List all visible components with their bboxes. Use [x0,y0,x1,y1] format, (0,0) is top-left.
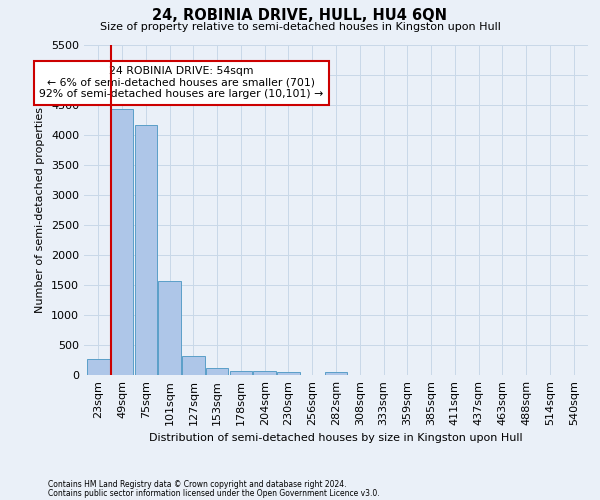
Bar [111,108,133,375]
Bar [325,372,347,375]
Text: Contains HM Land Registry data © Crown copyright and database right 2024.: Contains HM Land Registry data © Crown c… [48,480,347,489]
Bar [182,356,205,375]
Bar [134,126,157,375]
Bar [277,372,300,375]
Bar [87,359,110,375]
Text: 24, ROBINIA DRIVE, HULL, HU4 6QN: 24, ROBINIA DRIVE, HULL, HU4 6QN [152,8,448,22]
Y-axis label: Number of semi-detached properties: Number of semi-detached properties [35,107,46,313]
Bar [230,370,252,375]
Text: 24 ROBINIA DRIVE: 54sqm
← 6% of semi-detached houses are smaller (701)
92% of se: 24 ROBINIA DRIVE: 54sqm ← 6% of semi-det… [40,66,323,99]
Text: Contains public sector information licensed under the Open Government Licence v3: Contains public sector information licen… [48,488,380,498]
Bar [253,372,276,375]
Text: Size of property relative to semi-detached houses in Kingston upon Hull: Size of property relative to semi-detach… [100,22,500,32]
Bar [158,282,181,375]
X-axis label: Distribution of semi-detached houses by size in Kingston upon Hull: Distribution of semi-detached houses by … [149,434,523,444]
Bar [206,368,229,375]
